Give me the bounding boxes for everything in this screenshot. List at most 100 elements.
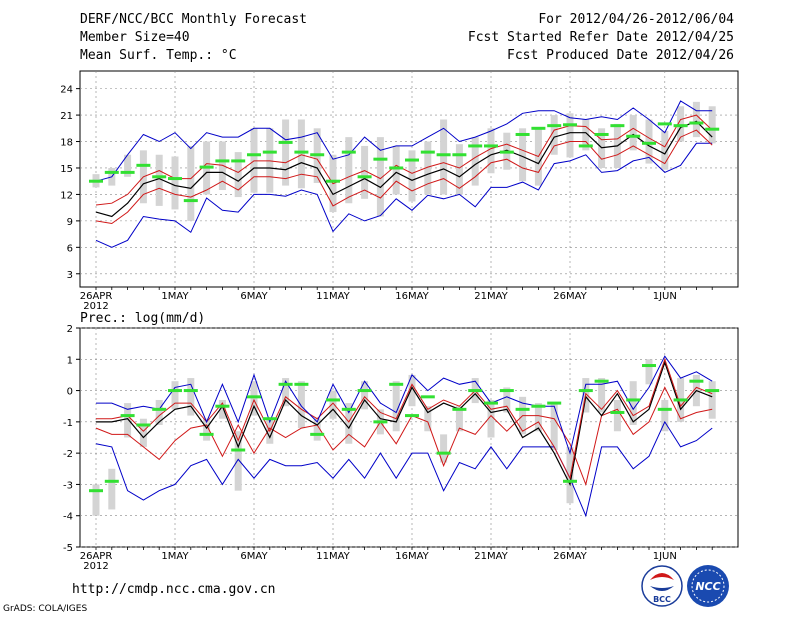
variable-label-temperature: Mean Surf. Temp.: °C bbox=[80, 48, 237, 63]
y-tick-label: 9 bbox=[67, 217, 73, 228]
spread-box bbox=[550, 115, 558, 155]
spread-box bbox=[408, 374, 416, 407]
forecast-period-label: For 2012/04/26-2012/06/04 bbox=[538, 12, 734, 27]
spread-box bbox=[598, 378, 606, 413]
spread-box bbox=[155, 399, 163, 425]
spread-box bbox=[171, 156, 179, 210]
grads-credit: GrADS: COLA/IGES bbox=[3, 604, 88, 614]
spread-box bbox=[234, 152, 242, 198]
spread-box bbox=[645, 119, 653, 164]
x-tick-label: 11MAY bbox=[316, 551, 350, 562]
series-line-mean bbox=[96, 360, 713, 487]
y-tick-label: 24 bbox=[60, 85, 73, 96]
plot-frame bbox=[79, 327, 739, 548]
spread-box bbox=[440, 434, 448, 463]
spread-box bbox=[376, 137, 384, 217]
x-tick-label: 16MAY bbox=[395, 291, 429, 302]
x-tick-label: 1MAY bbox=[161, 551, 189, 562]
y-tick-label: 21 bbox=[60, 111, 73, 122]
series-line-max bbox=[95, 142, 713, 248]
y-tick-label: -5 bbox=[63, 543, 73, 554]
chart-panel-precipitation: -5 -4 -3 -2 -1 0 1 2 26APR 1MAY 6MAY 11MAY 16MAY 21MA… bbox=[63, 324, 739, 572]
x-tick-label: 11MAY bbox=[316, 291, 350, 302]
spread-box bbox=[708, 381, 716, 419]
y-tick-label: 3 bbox=[67, 270, 73, 281]
member-size-label: Member Size=40 bbox=[80, 30, 190, 45]
spread-box bbox=[661, 130, 669, 170]
chart-panel-temperature: 3 6 9 12 15 18 21 24 26APR 1MAY 6MAY 11MAY 16MAY 21MA… bbox=[60, 70, 739, 312]
y-tick-label: -1 bbox=[63, 418, 73, 429]
spread-box bbox=[108, 468, 116, 510]
spread-box bbox=[566, 113, 574, 158]
spread-box bbox=[408, 150, 416, 202]
spread-box bbox=[661, 399, 669, 432]
spread-box bbox=[487, 399, 495, 438]
x-tick-label: 21MAY bbox=[474, 291, 508, 302]
spread-box bbox=[171, 381, 179, 410]
spread-box bbox=[187, 145, 195, 221]
variable-label-precipitation: Prec.: log(mm/d) bbox=[80, 311, 206, 326]
spread-box bbox=[566, 446, 574, 504]
x-year-label: 2012 bbox=[83, 301, 108, 312]
spread-box bbox=[155, 154, 163, 206]
series-line-lower bbox=[96, 357, 713, 480]
series-line-min bbox=[96, 355, 713, 455]
spread-box bbox=[234, 431, 242, 491]
spread-box bbox=[455, 406, 463, 432]
spread-box bbox=[392, 145, 400, 195]
spread-box bbox=[645, 359, 653, 385]
spread-box bbox=[329, 390, 337, 419]
forecast-produced-label: Fcst Produced Date 2012/04/26 bbox=[507, 48, 734, 63]
spread-box bbox=[345, 403, 353, 444]
spread-box bbox=[455, 144, 463, 195]
spread-box bbox=[471, 137, 479, 186]
figure-title: DERF/NCC/BCC Monthly Forecast bbox=[80, 12, 307, 27]
y-tick-label: 15 bbox=[60, 164, 73, 175]
y-tick-label: 6 bbox=[67, 243, 73, 254]
spread-box bbox=[582, 119, 590, 151]
spread-box bbox=[297, 119, 305, 189]
spread-box bbox=[361, 381, 369, 410]
x-tick-label: 6MAY bbox=[240, 551, 268, 562]
series-line-upper bbox=[95, 129, 713, 225]
x-tick-label: 1JUN bbox=[653, 291, 677, 302]
spread-box bbox=[187, 378, 195, 416]
spread-box bbox=[139, 418, 147, 447]
forecast-started-label: Fcst Started Refer Date 2012/04/25 bbox=[467, 30, 734, 45]
y-tick-label: -4 bbox=[63, 512, 73, 523]
x-tick-label: 21MAY bbox=[474, 551, 508, 562]
x-tick-label: 6MAY bbox=[240, 291, 268, 302]
spread-box bbox=[503, 387, 511, 413]
spread-box bbox=[613, 399, 621, 432]
spread-box bbox=[203, 418, 211, 441]
spread-box bbox=[487, 128, 495, 174]
y-tick-label: 2 bbox=[67, 324, 73, 335]
x-year-label: 2012 bbox=[83, 561, 108, 572]
spread-box bbox=[519, 128, 527, 182]
spread-box bbox=[392, 381, 400, 432]
spread-box bbox=[282, 119, 290, 186]
spread-box bbox=[282, 378, 290, 407]
x-tick-label: 1MAY bbox=[161, 291, 189, 302]
series-line-mean bbox=[95, 120, 713, 218]
spread-box bbox=[361, 145, 369, 199]
y-tick-label: -2 bbox=[63, 449, 73, 460]
spread-box bbox=[440, 119, 448, 195]
spread-box bbox=[124, 403, 132, 438]
spread-box bbox=[692, 101, 700, 138]
spread-box bbox=[313, 418, 321, 441]
series-line-upper bbox=[95, 386, 713, 487]
spread-box bbox=[124, 154, 132, 177]
spread-box bbox=[250, 381, 258, 416]
spread-box bbox=[92, 484, 100, 516]
x-tick-label: 26MAY bbox=[553, 291, 587, 302]
x-tick-label: 26APR bbox=[80, 551, 113, 562]
spread-box bbox=[424, 406, 432, 432]
spread-box bbox=[297, 381, 305, 429]
spread-box bbox=[629, 381, 637, 425]
series-line-min bbox=[95, 100, 713, 182]
y-tick-label: 18 bbox=[60, 138, 73, 149]
source-url[interactable]: http://cmdp.ncc.cma.gov.cn bbox=[72, 582, 276, 597]
spread-box bbox=[550, 403, 558, 451]
series-line-max bbox=[95, 420, 713, 518]
